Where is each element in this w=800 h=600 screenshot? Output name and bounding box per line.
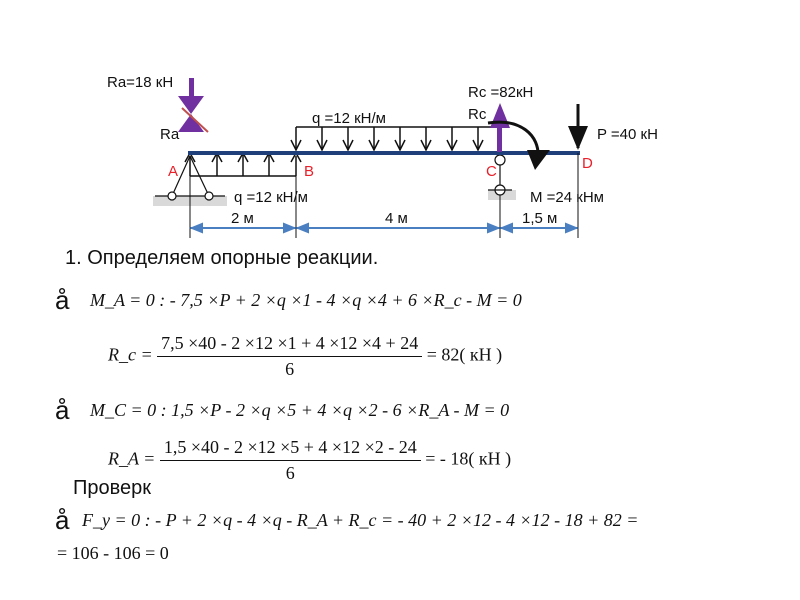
m-label: M =24 кНм bbox=[530, 189, 604, 206]
q-bottom-label: q =12 кН/м bbox=[234, 189, 308, 206]
point-d: D bbox=[582, 155, 593, 172]
dim-bc: 4 м bbox=[385, 210, 408, 227]
point-b: B bbox=[304, 163, 315, 180]
rc-numerator: 7,5 ×40 - 2 ×12 ×1 + 4 ×12 ×4 + 24 bbox=[157, 333, 423, 357]
rc-lhs: R_c = bbox=[108, 344, 153, 365]
ra-lhs: R_A = bbox=[108, 448, 156, 469]
ra-value-label: Ra=18 кН bbox=[107, 74, 174, 91]
ra-formula: R_A = 1,5 ×40 - 2 ×12 ×5 + 4 ×12 ×2 - 24… bbox=[108, 437, 511, 484]
check-label: Проверк bbox=[73, 477, 152, 499]
rc-result: = 82( кН ) bbox=[426, 344, 503, 365]
ra-denominator: 6 bbox=[285, 463, 295, 483]
moment-arrowhead bbox=[527, 150, 550, 170]
rc-formula: R_c = 7,5 ×40 - 2 ×12 ×1 + 4 ×12 ×4 + 24… bbox=[108, 333, 502, 380]
ra-label: Ra bbox=[160, 126, 180, 143]
force-p-arrow bbox=[568, 104, 588, 150]
sum-icon: å bbox=[55, 395, 70, 425]
rc-value-label: Rc =82кН bbox=[468, 84, 534, 101]
rc-label: Rc bbox=[468, 106, 487, 123]
dimension-lines bbox=[189, 153, 579, 238]
dim-ab: 2 м bbox=[231, 210, 254, 227]
sum-icon: å bbox=[55, 285, 70, 315]
reaction-ra-arrow bbox=[178, 78, 209, 133]
p-label: P =40 кН bbox=[597, 126, 658, 143]
q-top-label: q =12 кН/м bbox=[312, 110, 386, 127]
check-equation: F_y = 0 : - P + 2 ×q - 4 ×q - R_A + R_c … bbox=[82, 510, 639, 530]
point-a: A bbox=[168, 163, 179, 180]
reaction-rc-arrow bbox=[490, 103, 510, 152]
section-heading: 1. Определяем опорные реакции. bbox=[65, 247, 379, 269]
distributed-load-up bbox=[184, 151, 302, 177]
dim-cd: 1,5 м bbox=[522, 210, 558, 227]
check-result: = 106 - 106 = 0 bbox=[57, 543, 169, 563]
ra-fraction: 1,5 ×40 - 2 ×12 ×5 + 4 ×12 ×2 - 24 6 bbox=[159, 437, 421, 484]
ra-result: = - 18( кН ) bbox=[425, 448, 512, 469]
distributed-load-down bbox=[290, 126, 500, 152]
rc-denominator: 6 bbox=[285, 359, 295, 379]
point-c: C bbox=[486, 163, 497, 180]
sum-icon: å bbox=[55, 505, 70, 535]
moment-c-equation: M_C = 0 : 1,5 ×P - 2 ×q ×5 + 4 ×q ×2 - 6… bbox=[90, 400, 510, 420]
moment-a-equation: M_A = 0 : - 7,5 ×P + 2 ×q ×1 - 4 ×q ×4 +… bbox=[90, 290, 522, 310]
beam-diagram bbox=[153, 78, 588, 238]
rc-fraction: 7,5 ×40 - 2 ×12 ×1 + 4 ×12 ×4 + 24 6 bbox=[157, 333, 423, 380]
ra-numerator: 1,5 ×40 - 2 ×12 ×5 + 4 ×12 ×2 - 24 bbox=[159, 437, 421, 461]
